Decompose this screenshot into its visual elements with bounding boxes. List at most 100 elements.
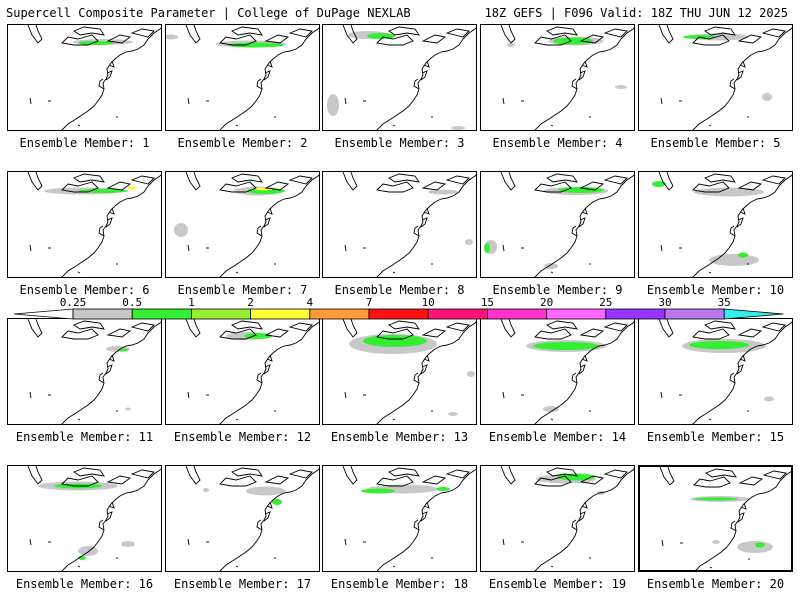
lake-outline — [658, 172, 674, 191]
member-label: Ensemble Member: 12 — [173, 430, 312, 444]
ensemble-map-8[interactable] — [322, 171, 477, 278]
colorbar-segment — [664, 308, 725, 320]
scp-field — [228, 42, 284, 48]
lake-outline — [61, 34, 99, 46]
lake-outline — [106, 34, 132, 44]
coastline — [534, 27, 634, 130]
map-canvas — [652, 172, 792, 277]
lake-outline — [61, 475, 99, 487]
lake-outline — [27, 25, 43, 44]
scp-field — [615, 85, 627, 89]
bay-outline — [413, 354, 430, 384]
scp-field — [694, 497, 738, 501]
map-canvas — [342, 466, 476, 571]
lake-outline — [534, 328, 572, 340]
scp-field — [367, 33, 395, 39]
island-outline — [392, 418, 396, 421]
lake-outline — [704, 26, 736, 36]
scp-field — [125, 407, 131, 411]
member-label: Ensemble Member: 5 — [650, 136, 781, 150]
coastline — [219, 321, 319, 424]
ensemble-map-17[interactable] — [165, 465, 320, 572]
lake-outline — [376, 328, 414, 340]
lake-outline — [264, 34, 290, 44]
map-canvas — [500, 25, 634, 130]
island-outline — [344, 97, 347, 105]
ensemble-map-14[interactable] — [480, 318, 635, 425]
island-outline — [187, 97, 190, 105]
colorbar-segment — [190, 308, 251, 320]
bay-outline — [571, 60, 588, 90]
island-outline — [29, 538, 32, 546]
bay-outline — [98, 60, 115, 90]
lake-outline — [761, 322, 786, 332]
ensemble-map-5[interactable] — [638, 24, 793, 131]
member-label: Ensemble Member: 20 — [646, 577, 785, 591]
bay-outline — [729, 60, 746, 90]
member-label: Ensemble Member: 16 — [15, 577, 154, 591]
ensemble-map-2[interactable] — [165, 24, 320, 131]
lake-outline — [534, 181, 572, 193]
colorbar-tick-label: 35 — [717, 296, 731, 309]
lake-outline — [219, 181, 257, 193]
map-canvas — [27, 319, 161, 424]
ensemble-map-3[interactable] — [322, 24, 477, 131]
island-outline — [660, 391, 663, 399]
scp-field — [78, 41, 114, 45]
lake-outline — [219, 328, 257, 340]
map-canvas — [185, 319, 319, 424]
bay-outline — [729, 354, 746, 384]
colorbar-tick-label: 30 — [658, 296, 672, 309]
map-canvas — [327, 25, 476, 130]
lake-outline — [579, 181, 605, 191]
member-label: Ensemble Member: 19 — [488, 577, 627, 591]
ensemble-map-16[interactable] — [7, 465, 162, 572]
ensemble-map-10[interactable] — [638, 171, 793, 278]
island-outline — [709, 566, 713, 569]
lake-outline — [603, 322, 628, 332]
lake-outline — [658, 319, 674, 338]
scp-field — [428, 189, 458, 195]
lake-outline — [603, 28, 628, 38]
island-outline — [661, 539, 664, 547]
lake-outline — [27, 172, 43, 191]
map-canvas — [174, 172, 319, 277]
map-canvas — [185, 466, 319, 571]
map-canvas — [342, 172, 476, 277]
ensemble-map-7[interactable] — [165, 171, 320, 278]
ensemble-map-4[interactable] — [480, 24, 635, 131]
island-outline — [660, 244, 663, 252]
lake-outline — [73, 467, 105, 477]
ensemble-map-18[interactable] — [322, 465, 477, 572]
map-canvas — [27, 172, 161, 277]
island-outline — [550, 271, 554, 274]
ensemble-map-9[interactable] — [480, 171, 635, 278]
lake-outline — [738, 476, 764, 486]
lake-outline — [376, 34, 414, 46]
colorbar-segment — [131, 308, 192, 320]
member-label: Ensemble Member: 7 — [177, 283, 308, 297]
ensemble-map-12[interactable] — [165, 318, 320, 425]
scp-field — [203, 488, 209, 492]
lake-outline — [264, 475, 290, 485]
coastline — [219, 27, 319, 130]
scp-field — [738, 252, 748, 258]
scp-field — [363, 335, 427, 347]
bay-outline — [571, 501, 588, 531]
map-canvas — [342, 319, 476, 424]
lake-outline — [762, 470, 787, 480]
island-outline — [502, 97, 505, 105]
lake-outline — [421, 475, 447, 485]
island-outline — [235, 124, 239, 127]
lake-outline — [231, 26, 263, 36]
ensemble-map-1[interactable] — [7, 24, 162, 131]
coastline — [534, 174, 634, 277]
lake-outline — [761, 175, 786, 185]
lake-outline — [534, 34, 572, 46]
lake-outline — [130, 322, 155, 332]
map-canvas — [27, 25, 161, 130]
ensemble-map-19[interactable] — [480, 465, 635, 572]
ensemble-map-20[interactable] — [638, 465, 793, 572]
lake-outline — [342, 319, 358, 338]
ensemble-map-6[interactable] — [7, 171, 162, 278]
